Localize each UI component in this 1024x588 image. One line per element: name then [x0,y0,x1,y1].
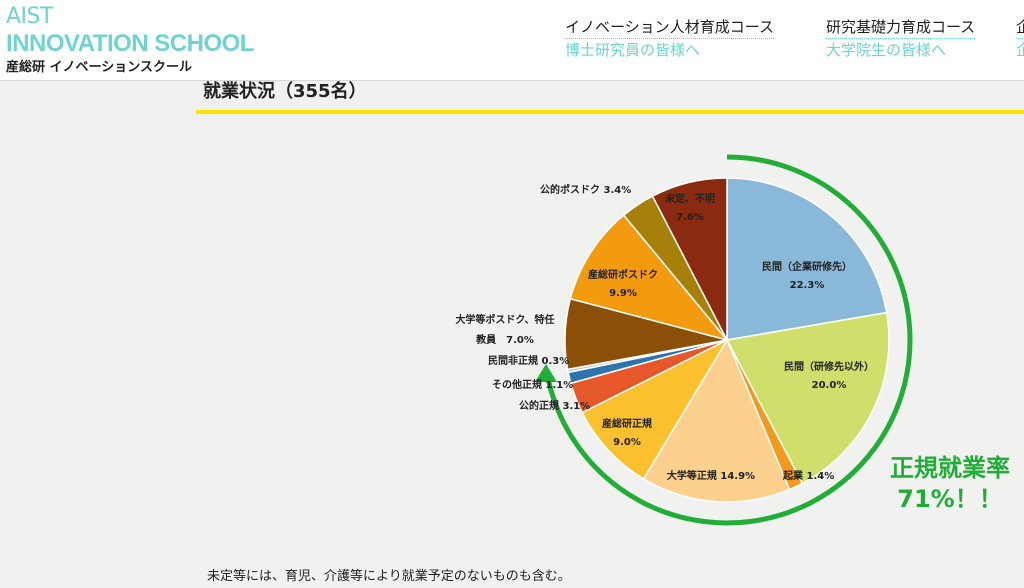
pie-slice-未定-不明 [651,177,728,341]
footnote: 未定等には、育児、介護等により就業予定のないものも含む。 [207,569,571,584]
employment-rate-arc [544,154,913,526]
site-header: AIST INNOVATION SCHOOL 産総研 イノベーションスクール イ… [0,0,1024,81]
logo-aist[interactable]: AIST [6,4,53,29]
employment-rate-arc-layer [534,154,913,526]
nav-research-basic-course-title[interactable]: 研究基礎力育成コース [826,17,976,39]
pie-slices [564,177,890,503]
pie-slice-大学等正規 [642,338,791,503]
pie-slice-産総研正規 [581,338,729,480]
pie-label-民間非正規: 民間非正規 0.3% [488,354,569,367]
logo-innovation-school[interactable]: INNOVATION SCHOOL [6,30,254,57]
pie-label-産総研ポスドク-value: 9.9% [609,288,637,299]
pie-slice-民間-研修先以外- [725,311,890,485]
pie-slice-民間-企業研修先- [726,177,888,341]
logo-subtitle: 産総研 イノベーションスクール [6,60,193,75]
pie-label-産総研正規-name: 産総研正規 [602,417,652,430]
pie-label-未定-不明-name: 未定、不明 [664,192,715,205]
pie-label-公的正規: 公的正規 3.1% [519,399,590,412]
pie-label-民間-企業研修先--value: 22.3% [790,280,825,291]
nav-third-course[interactable]: 企 企 [1016,17,1024,60]
pie-label-民間-研修先以外--value: 20.0% [812,380,847,391]
nav-innovation-course[interactable]: イノベーション人材育成コース 博士研究員の皆様へ [565,17,774,60]
pie-label-民間-企業研修先--name: 民間（企業研修先） [762,260,852,273]
title-underline [196,110,1024,114]
employment-rate-arrowhead [534,364,557,383]
nav-research-basic-course-sub[interactable]: 大学院生の皆様へ [826,41,947,59]
nav-research-basic-course[interactable]: 研究基礎力育成コース 大学院生の皆様へ [826,17,976,60]
nav-innovation-course-sub[interactable]: 博士研究員の皆様へ [565,41,701,59]
pie-labels: 民間（企業研修先） 22.3% 民間（研修先以外） 20.0% 起業 1.4% 大学等正規… [455,183,874,482]
pie-label-民間-研修先以外--name: 民間（研修先以外） [784,360,874,373]
pie-label-未定-不明-value: 7.6% [676,212,704,223]
pie-label-産総研ポスドク-name: 産総研ポスドク [588,268,658,281]
nav-innovation-course-title[interactable]: イノベーション人材育成コース [565,17,774,39]
employment-rate-value: 71%！！ [897,485,1003,513]
pie-label-その他正規: その他正規 1.1% [492,378,573,391]
nav-third-course-title[interactable]: 企 [1016,17,1024,39]
pie-label-起業: 起業 1.4% [782,469,834,482]
pie-slice-産総研ポスドク [569,214,730,342]
employment-rate-label: 正規就業率 [890,454,1010,482]
pie-label-大学等ポスドク-特任教員-name: 大学等ポスドク、特任 [455,313,554,326]
section-title: 就業状況（355名） [203,81,367,102]
nav-third-course-sub[interactable]: 企 [1016,41,1024,59]
pie-label-産総研正規-value: 9.0% [613,437,641,448]
pie-label-大学等正規: 大学等正規 14.9% [667,469,755,482]
pie-label-大学等ポスドク-特任教員-value: 教員 7.0% [475,333,534,346]
pie-label-公的ポスドク: 公的ポスドク 3.4% [540,183,631,196]
